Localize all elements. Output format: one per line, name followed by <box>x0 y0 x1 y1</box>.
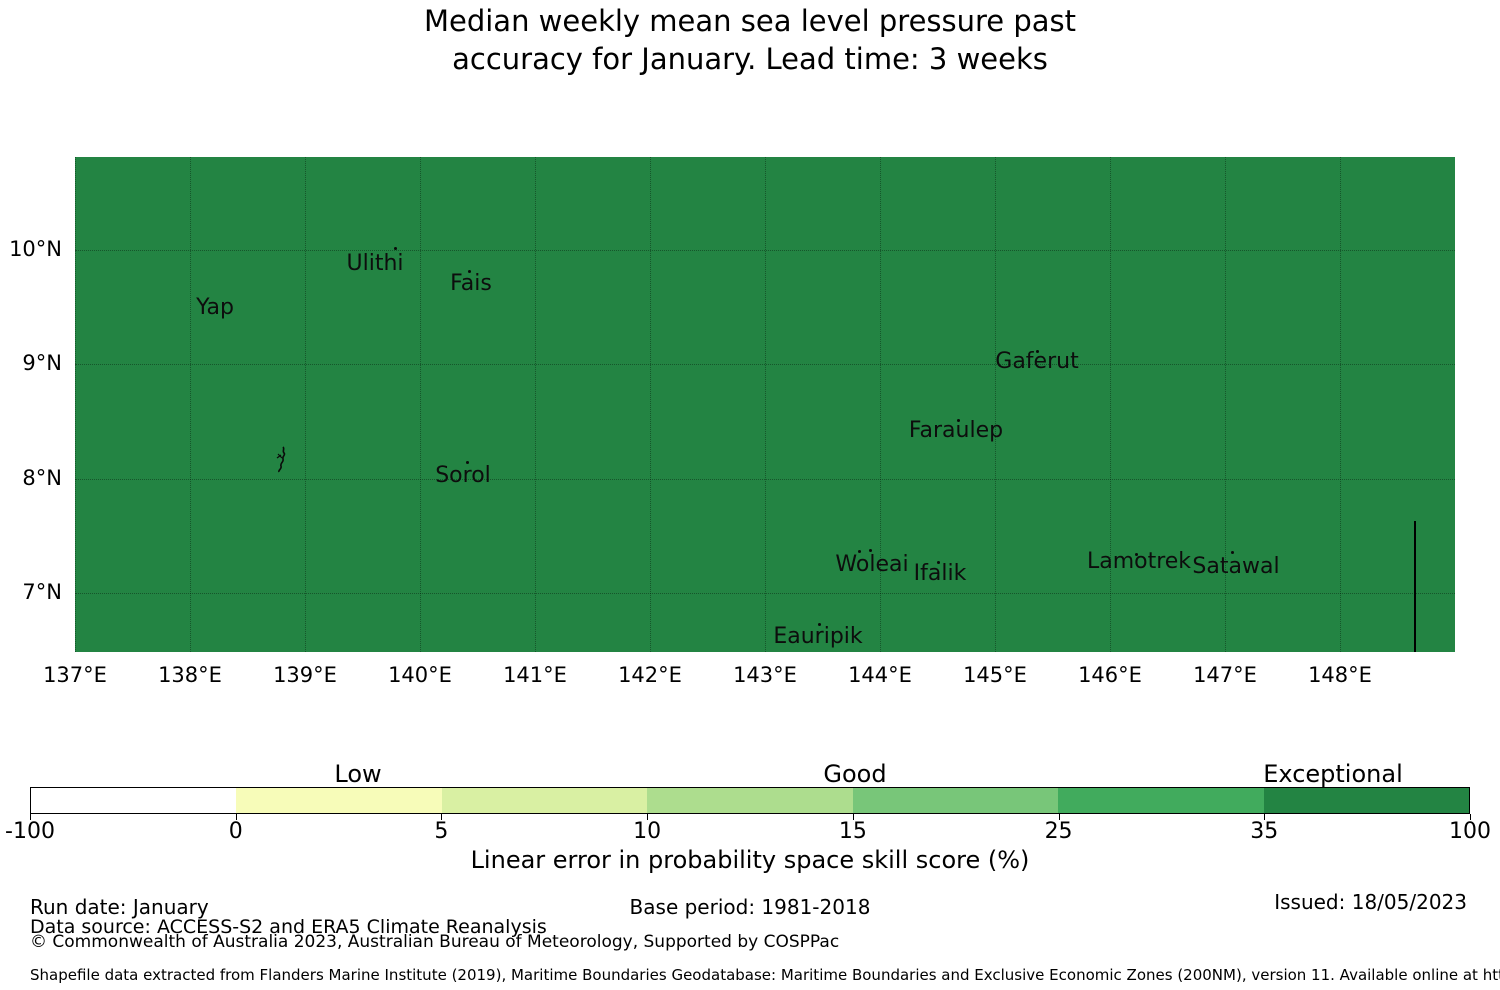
x-tick-label: 148°E <box>1308 663 1372 687</box>
island-dot <box>466 461 469 464</box>
gridline-vertical <box>535 157 536 652</box>
gridline-horizontal <box>75 592 1455 594</box>
colorbar-tick-mark <box>1470 814 1471 820</box>
island-label: Gaferut <box>995 349 1079 374</box>
colorbar-tick-label: 5 <box>434 819 449 844</box>
island-label: Woleai <box>835 552 909 577</box>
colorbar-category-label: Good <box>823 760 887 788</box>
x-tick-label: 144°E <box>848 663 912 687</box>
island-dot <box>937 561 940 564</box>
colorbar-tick-label: 100 <box>1449 819 1491 844</box>
colorbar-tick-mark <box>30 814 31 820</box>
colorbar-tick-label: 15 <box>838 819 867 844</box>
island-dot <box>468 270 471 273</box>
y-tick-label: 7°N <box>22 579 62 604</box>
island-label: Eauripik <box>773 624 863 649</box>
yap-island-outline <box>276 446 286 473</box>
island-dot <box>394 247 397 250</box>
gridline-vertical <box>420 157 421 652</box>
gridline-vertical <box>995 157 996 652</box>
colorbar-category-label: Exceptional <box>1263 760 1403 788</box>
x-tick-label: 140°E <box>388 663 452 687</box>
x-tick-label: 138°E <box>158 663 222 687</box>
colorbar-category-label: Low <box>334 760 382 788</box>
island-dot <box>858 550 861 553</box>
copyright-text: © Commonwealth of Australia 2023, Austra… <box>30 932 840 952</box>
colorbar-segment <box>1058 788 1264 813</box>
island-label: Lamotrek <box>1086 549 1192 574</box>
data-source-text: Data source: ACCESS-S2 and ERA5 Climate … <box>30 916 547 938</box>
colorbar-tick-mark <box>235 814 237 820</box>
x-tick-label: 146°E <box>1078 663 1142 687</box>
colorbar-tick-mark <box>647 814 649 820</box>
colorbar-segment <box>647 788 853 813</box>
island-dot <box>1231 551 1234 554</box>
gridline-vertical <box>650 157 651 652</box>
y-tick-label: 9°N <box>22 351 62 376</box>
x-tick-label: 147°E <box>1193 663 1257 687</box>
island-label: Satawal <box>1192 554 1280 579</box>
run-date-text: Run date: January <box>30 895 209 919</box>
island-dot <box>1036 350 1039 353</box>
chart-title-line-1: Median weekly mean sea level pressure pa… <box>423 4 1077 38</box>
island-dot <box>869 549 872 552</box>
colorbar-segment <box>852 788 1059 813</box>
island-label: Sorol <box>435 463 491 488</box>
x-tick-label: 145°E <box>963 663 1027 687</box>
island-label: Faraulep <box>908 418 1004 443</box>
colorbar-tick-mark <box>852 814 854 820</box>
colorbar-tick-label: 0 <box>228 819 243 844</box>
base-period-text: Base period: 1981-2018 <box>629 895 871 919</box>
gridline-vertical <box>305 157 306 652</box>
island-label: Yap <box>196 295 234 320</box>
gridline-vertical <box>1225 157 1226 652</box>
island-label: Ulithi <box>346 251 404 276</box>
island-dot <box>1135 553 1138 556</box>
colorbar-tick-mark <box>441 814 443 820</box>
gridline-vertical <box>1340 157 1341 652</box>
gridline-horizontal <box>75 478 1455 480</box>
x-tick-label: 142°E <box>618 663 682 687</box>
colorbar-segment <box>31 788 237 813</box>
y-tick-label: 10°N <box>9 237 62 261</box>
x-tick-label: 143°E <box>733 663 797 687</box>
island-dot <box>818 623 821 626</box>
gridline-horizontal <box>75 364 1455 366</box>
map-region-eez <box>75 157 1455 652</box>
gridline-vertical <box>1110 157 1111 652</box>
x-tick-label: 139°E <box>273 663 337 687</box>
colorbar <box>30 787 1470 814</box>
colorbar-segment <box>236 788 442 813</box>
gridline-vertical <box>75 157 76 652</box>
island-label: Fais <box>450 271 492 296</box>
island-dot <box>957 419 960 422</box>
x-tick-label: 141°E <box>503 663 567 687</box>
gridline-vertical <box>880 157 881 652</box>
colorbar-tick-label: 25 <box>1044 819 1073 844</box>
gridline-vertical <box>190 157 191 652</box>
gridline-horizontal <box>75 250 1455 251</box>
colorbar-tick-label: 10 <box>633 819 662 844</box>
shapefile-attribution-text: Shapefile data extracted from Flanders M… <box>30 966 1500 984</box>
colorbar-tick-mark <box>1058 814 1060 820</box>
colorbar-segment <box>1263 788 1469 813</box>
colorbar-segment <box>441 788 648 813</box>
colorbar-tick-mark <box>1264 814 1266 820</box>
gridline-vertical <box>765 157 766 652</box>
chart-title-line-2: accuracy for January. Lead time: 3 weeks <box>452 42 1048 76</box>
island-label: Ifalik <box>913 561 967 586</box>
x-tick-label: 137°E <box>43 663 107 687</box>
issued-date-text: Issued: 18/05/2023 <box>1274 890 1467 914</box>
eez-boundary-line-148E <box>1414 521 1416 652</box>
colorbar-axis-label: Linear error in probability space skill … <box>470 846 1030 874</box>
colorbar-tick-label: -100 <box>5 819 55 844</box>
y-tick-label: 8°N <box>22 465 62 490</box>
colorbar-tick-label: 35 <box>1250 819 1279 844</box>
